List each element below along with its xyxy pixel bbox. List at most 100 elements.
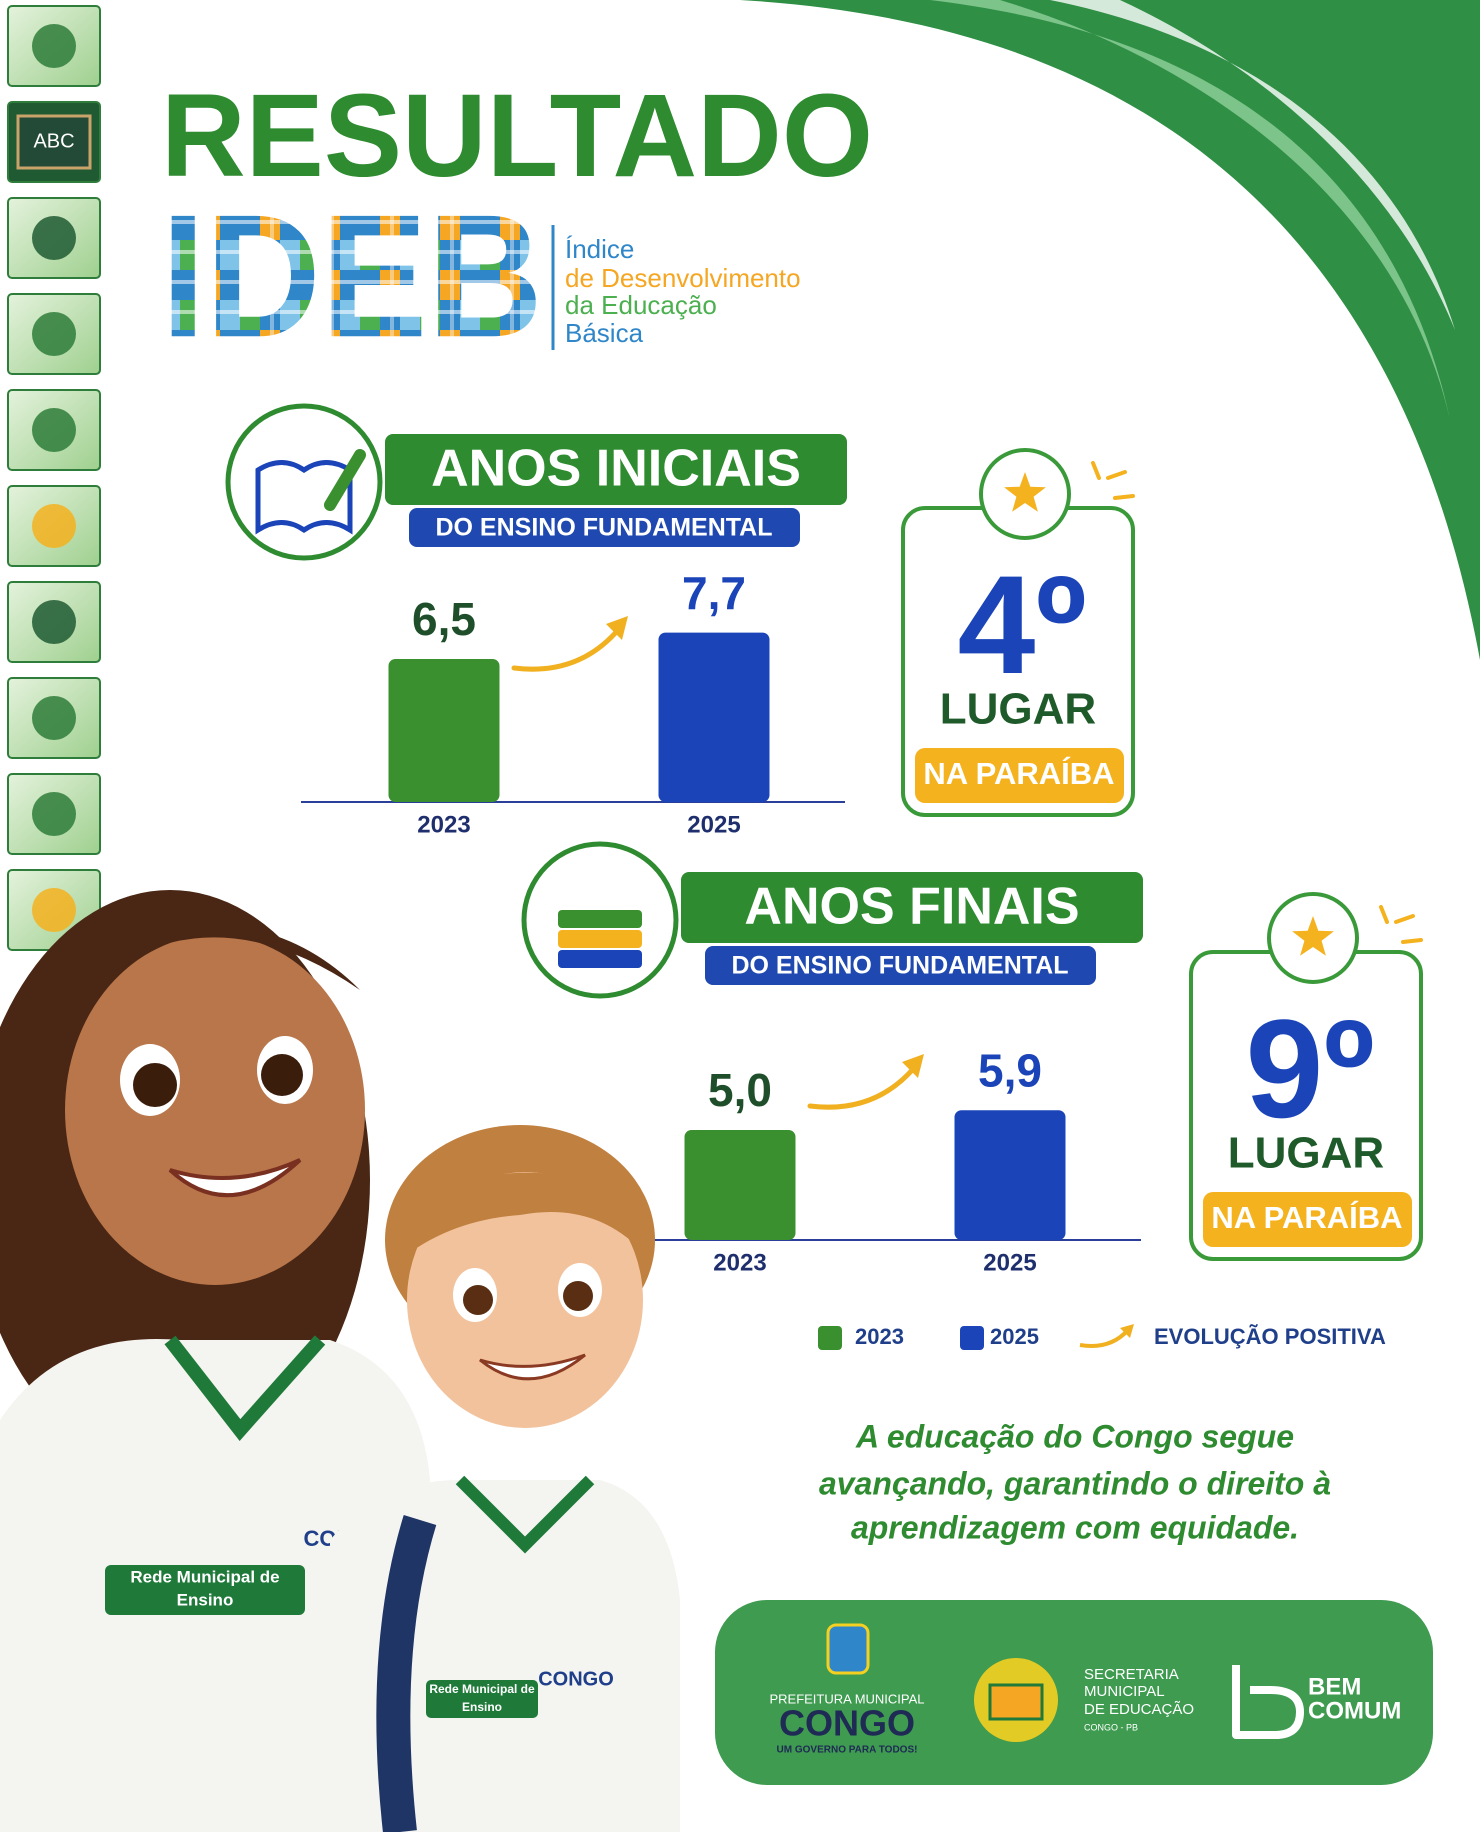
chart: ANOS FINAIS DO ENSINO FUNDAMENTAL 5,0 2023 5… (521, 841, 1423, 1276)
path-shape (400, 1172, 650, 1260)
circle-shape (133, 1063, 177, 1107)
rank-star (1004, 472, 1046, 512)
legend-arrowhead (1120, 1324, 1134, 1338)
rect-shape (988, 1683, 1044, 1721)
rect-shape (105, 1565, 305, 1615)
sparkle (1106, 470, 1127, 480)
rank-pill (915, 748, 1124, 803)
x-tick-label: 2025 (687, 811, 740, 838)
header-icon (324, 449, 366, 511)
rect-shape (826, 1623, 870, 1675)
legend: EVOLUÇÃO POSITIVA 2023 2025 (818, 1324, 1386, 1350)
sparkle (1401, 938, 1423, 944)
legend-swatch (818, 1326, 842, 1350)
rank-star (1292, 916, 1334, 956)
x-tick-label: 2025 (983, 1249, 1036, 1276)
message-line: A educação do Congo segue (855, 1418, 1294, 1454)
sparkle (1394, 914, 1415, 924)
chart: ANOS INICIAIS DO ENSINO FUNDAMENTAL 6,5 202… (225, 403, 1135, 838)
header-icon (255, 460, 353, 535)
footer: PREFEITURA MUNICIPAL CONGO UM GOVERNO PA… (715, 1600, 1433, 1785)
sidebar-icon (32, 696, 76, 740)
rank-position: 4º (958, 546, 1087, 703)
value-label: 5,9 (978, 1044, 1042, 1096)
footer-text: SECRETARIA (1084, 1666, 1179, 1683)
shirt-text: Ensino (462, 1700, 502, 1714)
path-shape (1232, 1665, 1304, 1739)
swoosh (740, 0, 1480, 660)
ideb-logo: IDEB (161, 179, 543, 374)
path-shape (376, 1515, 437, 1832)
header-icon (558, 950, 642, 968)
sidebar-icon (32, 888, 76, 932)
message: A educação do Congo segue avançando, gar… (819, 1418, 1331, 1545)
x-tick-label: 2023 (713, 1249, 766, 1276)
chart-subtitle: DO ENSINO FUNDAMENTAL (731, 952, 1068, 980)
sparkle (1091, 461, 1101, 480)
logo-caption: da Educação (565, 290, 717, 320)
title-banner (385, 434, 847, 505)
circle-shape (261, 1054, 303, 1096)
title-banner (681, 872, 1143, 943)
sidebar-icon (32, 216, 76, 260)
footer-text: PREFEITURA MUNICIPAL (769, 1691, 924, 1706)
rank-region: NA PARAÍBA (1211, 1200, 1402, 1235)
value-label: 5,0 (708, 1064, 772, 1116)
legend-swatch (960, 1326, 984, 1350)
rank-position: 9º (1246, 990, 1375, 1147)
sidebar-icon (32, 792, 76, 836)
rect-shape (426, 1680, 538, 1718)
chalkboard (16, 114, 92, 170)
footer-text: COMUM (1308, 1697, 1401, 1724)
subtitle-pill (705, 946, 1096, 985)
message-line: aprendizagem com equidade. (851, 1509, 1299, 1545)
illustration: Rede Municipal de Ensino CONGO Rede Muni… (0, 890, 680, 1832)
path-shape (168, 1158, 302, 1198)
sparkle (1379, 905, 1389, 924)
path-shape (164, 1335, 326, 1441)
chart-title: ANOS FINAIS (744, 878, 1079, 936)
header-icon (558, 930, 642, 948)
rank-pill (1203, 1192, 1412, 1247)
sparkle (1113, 494, 1135, 500)
trend-arrowhead (902, 1054, 924, 1078)
footer-text: UM GOVERNO PARA TODOS! (777, 1745, 918, 1756)
path-shape (479, 1353, 586, 1381)
sidebar: ABC (7, 5, 101, 951)
bar (954, 1110, 1066, 1240)
shirt-text: Rede Municipal de (130, 1567, 279, 1586)
bar (658, 632, 770, 802)
circle-shape (463, 1285, 493, 1315)
trend-arrow (807, 1065, 917, 1110)
circle-shape (563, 1281, 593, 1311)
legend-label: 2023 (855, 1324, 904, 1349)
value-label: 7,7 (682, 567, 746, 619)
sidebar-icon (32, 408, 76, 452)
title: RESULTADO (161, 70, 873, 202)
path-shape (455, 1475, 595, 1554)
rank-label: LUGAR (1228, 1129, 1384, 1178)
chart-title: ANOS INICIAIS (431, 440, 801, 498)
footer-text: BEM (1308, 1673, 1361, 1700)
logo-caption: de Desenvolvimento (565, 263, 801, 293)
footer-text: DE EDUCAÇÃO (1084, 1701, 1194, 1718)
swoosh-light (930, 0, 1450, 420)
path-shape (70, 925, 360, 1000)
shirt-text: Ensino (177, 1590, 234, 1609)
shirt-badge: CONGO (538, 1668, 614, 1690)
bar (388, 659, 500, 802)
legend-label: 2025 (990, 1324, 1039, 1349)
sidebar-icon (32, 24, 76, 68)
charts: ANOS INICIAIS DO ENSINO FUNDAMENTAL 6,5 202… (225, 403, 1423, 1276)
chalkboard-text: ABC (33, 130, 74, 152)
footer-text: CONGO (779, 1703, 915, 1744)
subtitle-pill (409, 508, 800, 547)
sidebar-icon (32, 312, 76, 356)
header-icon (558, 910, 642, 928)
x-tick-label: 2023 (417, 811, 470, 838)
footer-text: MUNICIPAL (1084, 1683, 1165, 1700)
legend-arrow (1079, 1328, 1130, 1348)
shirt-text: Rede Municipal de (429, 1682, 535, 1696)
message-line: avançando, garantindo o direito à (819, 1465, 1331, 1501)
trend-arrowhead (606, 616, 628, 640)
